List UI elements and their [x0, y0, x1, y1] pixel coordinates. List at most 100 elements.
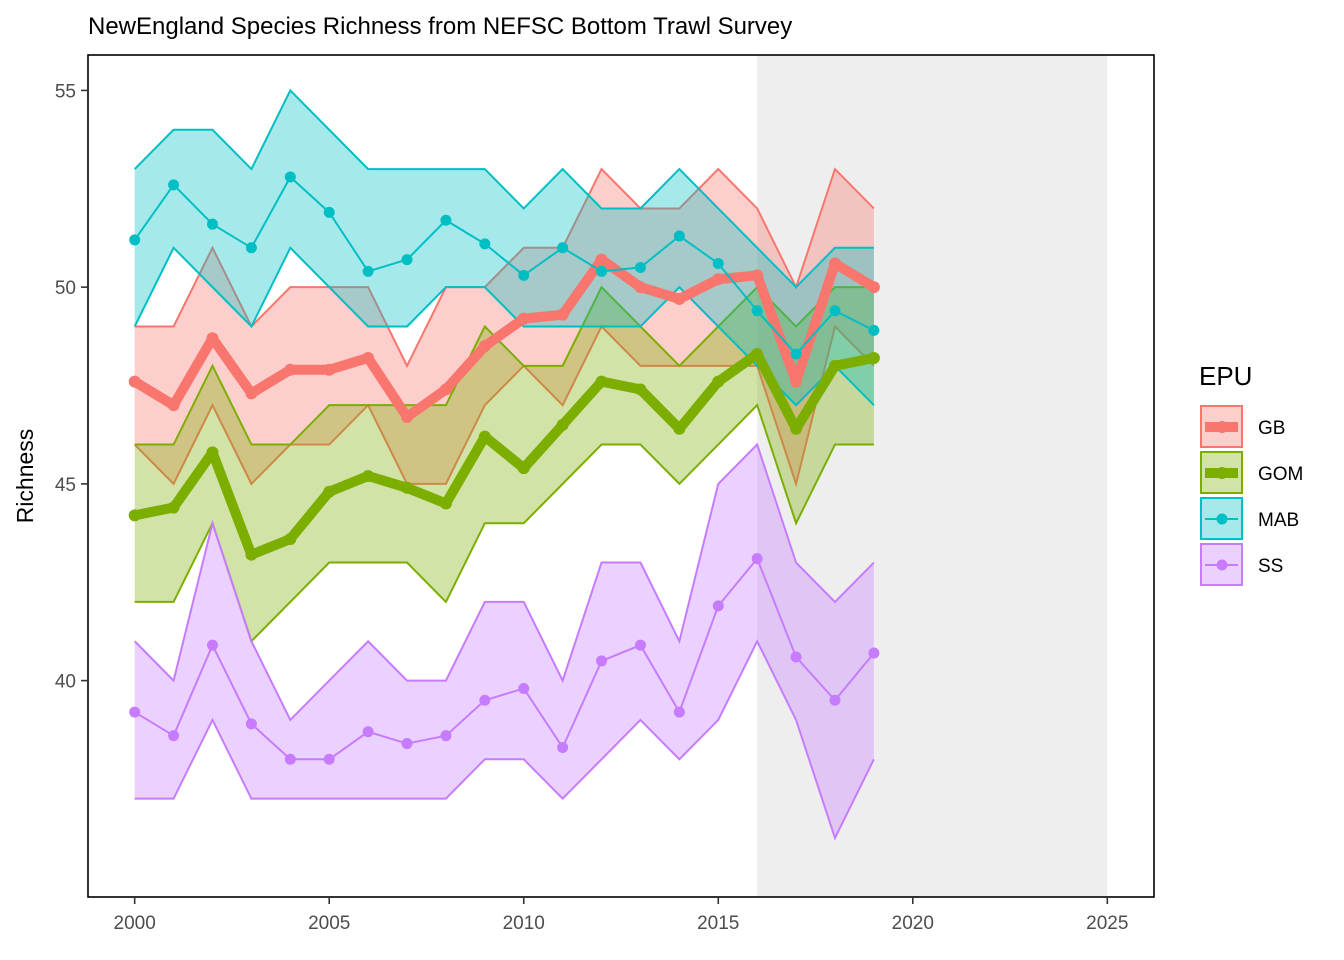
mab-point	[868, 324, 880, 336]
ss-point	[751, 553, 763, 565]
ss-point	[868, 647, 880, 659]
gom-point	[284, 532, 297, 545]
series-points	[128, 171, 880, 765]
mab-band	[134, 90, 874, 406]
mab-point	[712, 258, 724, 270]
y-tick-label: 55	[55, 81, 76, 102]
ss-band-upper	[133, 442, 875, 722]
ss-legend-point	[1216, 559, 1228, 571]
gom-point	[828, 359, 841, 372]
mab-line	[133, 175, 875, 356]
ss-point	[673, 706, 685, 718]
ss-point	[323, 753, 335, 765]
x-tick-label: 2015	[697, 913, 739, 934]
mab-point	[518, 269, 530, 281]
ss-point	[596, 655, 608, 667]
ss-point	[557, 741, 569, 753]
ss-band	[134, 444, 874, 838]
mab-point	[751, 305, 763, 317]
gb-legend-label: GB	[1258, 418, 1285, 439]
plot-panel-border	[87, 54, 1155, 898]
gb-point	[323, 363, 336, 376]
gom-point	[167, 501, 180, 514]
gom-legend-point	[1216, 467, 1228, 479]
gom-point	[245, 548, 258, 561]
gom-point	[323, 485, 336, 498]
gb-point	[712, 273, 725, 286]
mab-point	[829, 305, 841, 317]
gom-band-lower	[134, 403, 874, 644]
gb-point	[362, 351, 375, 364]
gb-point	[673, 292, 686, 305]
ss-band-lower	[134, 638, 875, 841]
gom-legend-label: GOM	[1258, 464, 1303, 485]
gb-point	[790, 375, 803, 388]
y-axis: 40 45 50 55	[55, 81, 88, 693]
ss-point	[634, 639, 646, 651]
ss-point	[245, 718, 257, 730]
x-tick-label: 2025	[1086, 913, 1128, 934]
gb-band-lower	[133, 324, 875, 488]
mab-legend-point	[1216, 513, 1228, 525]
gom-point	[517, 462, 530, 475]
mab-point	[557, 242, 569, 254]
x-tick-label: 2000	[114, 913, 156, 934]
gb-point	[167, 399, 180, 412]
gom-point	[867, 351, 880, 364]
gb-point	[206, 332, 219, 345]
ss-line	[134, 557, 875, 761]
gom-point	[362, 470, 375, 482]
mab-point	[440, 214, 452, 226]
ss-point	[284, 753, 296, 765]
mab-point	[168, 179, 180, 191]
gb-point	[595, 253, 608, 266]
gom-point	[634, 383, 647, 396]
ss-legend-label: SS	[1258, 556, 1283, 577]
x-tick-label: 2005	[308, 913, 350, 934]
mab-point	[245, 242, 257, 254]
series-lines	[132, 175, 877, 761]
gom-point	[673, 422, 686, 435]
gb-legend-point	[1216, 421, 1228, 433]
gom-point	[206, 446, 219, 459]
gom-point	[712, 375, 725, 388]
ss-point	[712, 600, 724, 612]
ss-point	[362, 726, 374, 738]
mab-point	[790, 348, 802, 360]
gom-point	[478, 430, 491, 443]
gom-band-upper	[134, 285, 874, 446]
gb-point	[867, 281, 880, 294]
ss-point	[440, 730, 452, 742]
gb-line	[132, 254, 877, 422]
mab-point	[284, 171, 296, 183]
y-tick-label: 50	[55, 278, 76, 299]
mab-point	[362, 265, 374, 277]
ss-point	[829, 694, 841, 706]
mab-point	[401, 254, 413, 266]
ss-point	[790, 651, 802, 663]
mab-point	[596, 265, 608, 277]
gom-point	[439, 497, 452, 510]
legend-title: EPU	[1199, 361, 1252, 391]
gb-point	[401, 410, 414, 423]
legend: GB GOM MAB SS	[1200, 405, 1303, 586]
mab-point	[129, 234, 141, 246]
ss-point	[168, 730, 180, 742]
gom-band	[134, 287, 874, 642]
gb-point	[128, 375, 141, 388]
mab-band-upper	[133, 88, 874, 289]
gb-point	[478, 340, 491, 353]
gb-point	[751, 269, 764, 282]
x-axis: 2000 2005 2010 2015 2020 2025	[114, 897, 1128, 934]
gom-line	[133, 349, 875, 560]
mab-point	[634, 261, 646, 273]
gom-point	[595, 375, 608, 388]
y-axis-title: Richness	[12, 429, 38, 524]
gb-point	[634, 281, 647, 294]
mab-legend-label: MAB	[1258, 510, 1299, 531]
gom-point	[556, 418, 569, 431]
ss-point	[479, 694, 491, 706]
gb-point	[284, 363, 297, 376]
ss-point	[206, 639, 218, 651]
